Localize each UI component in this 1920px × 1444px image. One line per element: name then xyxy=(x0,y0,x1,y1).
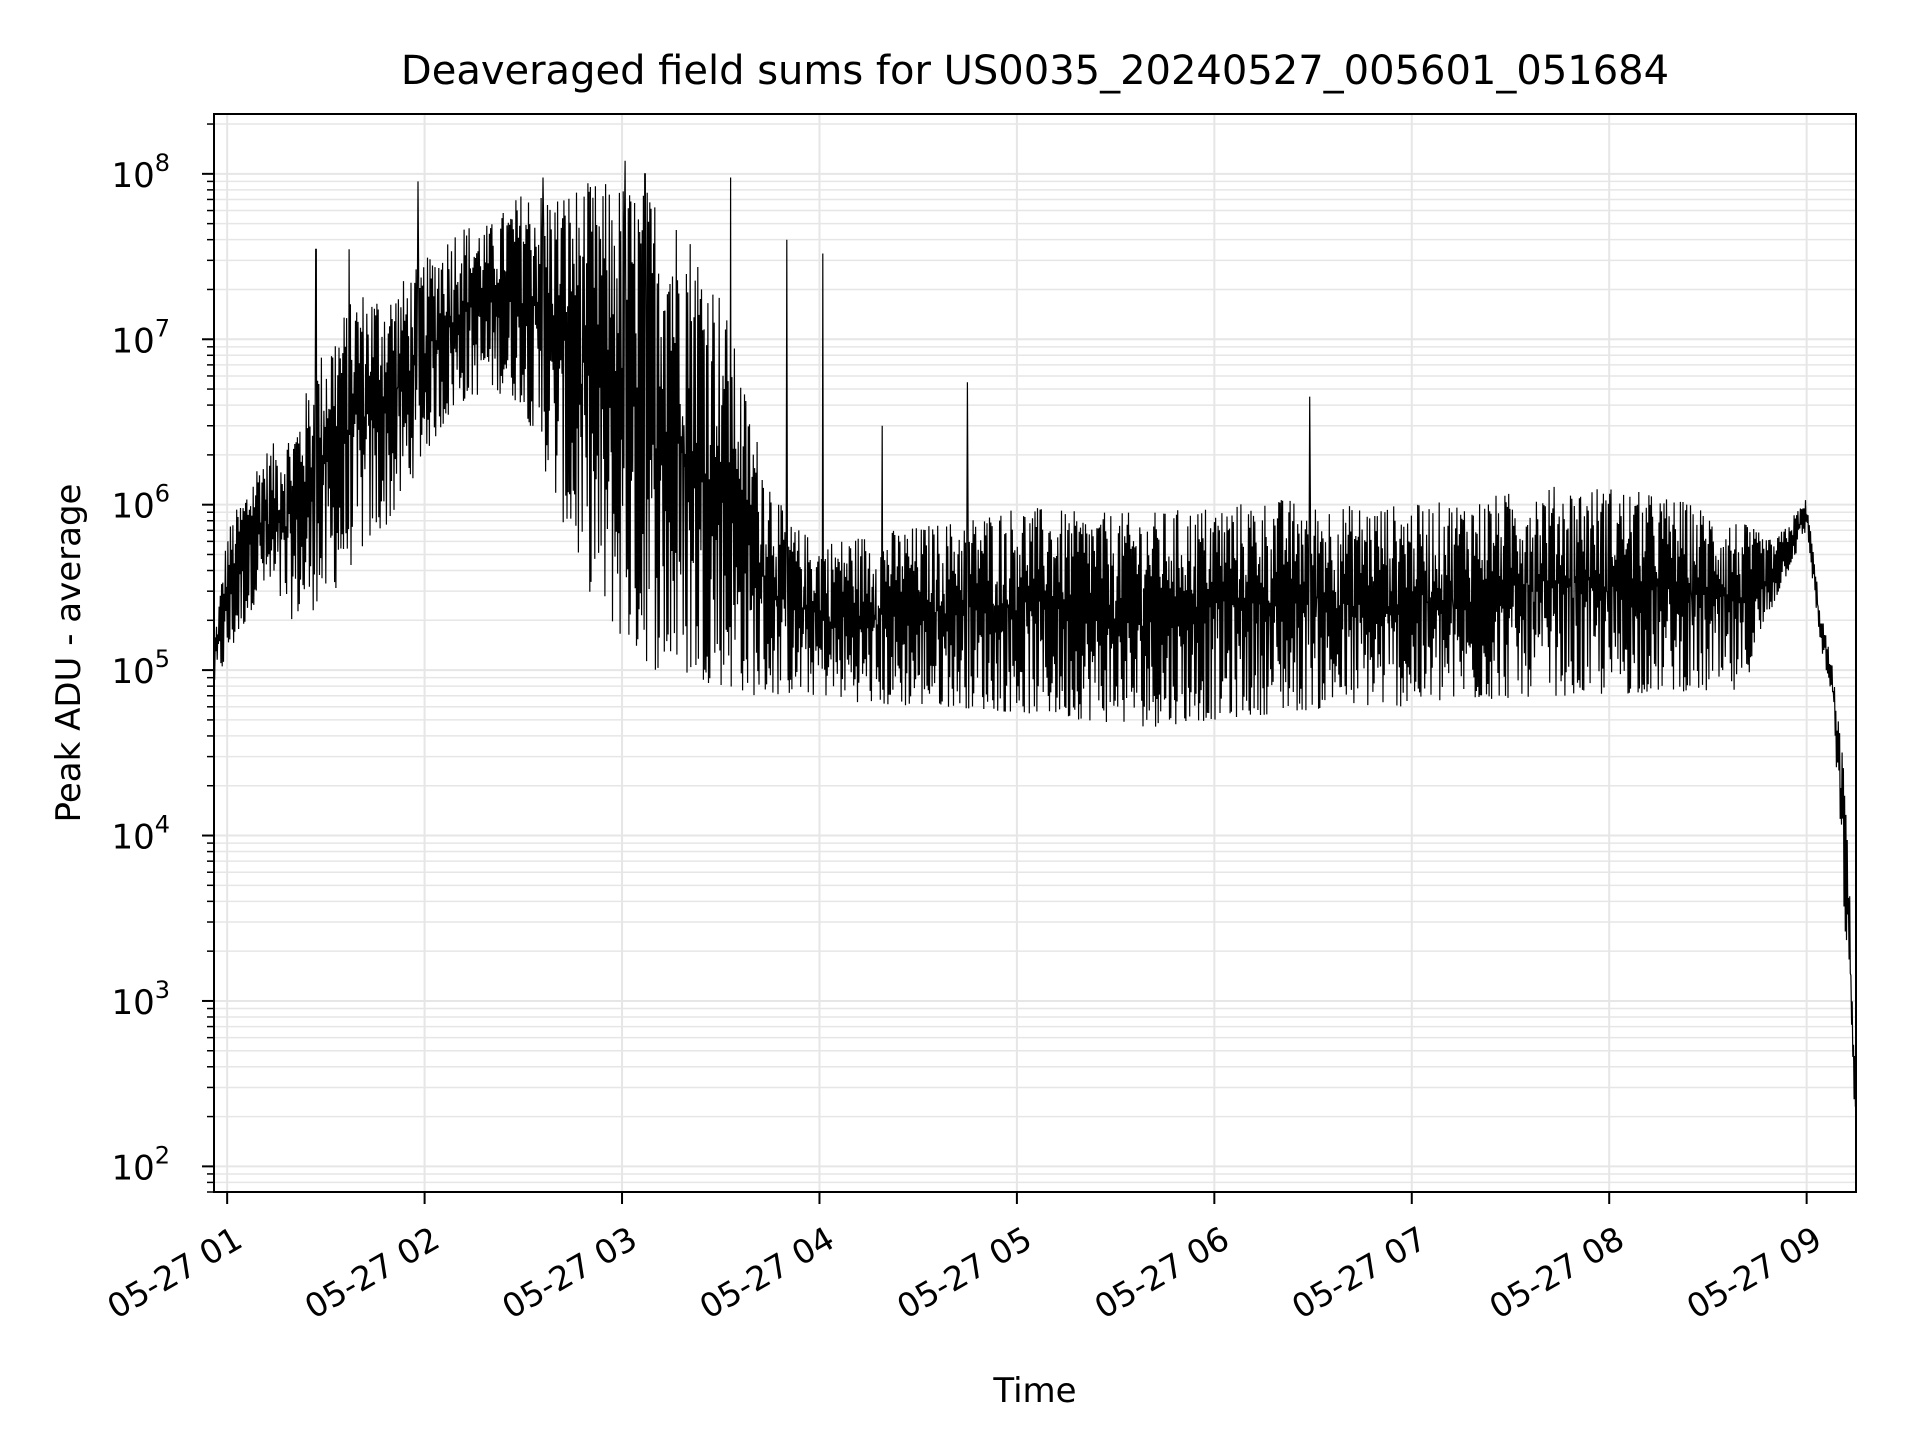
y-axis: 102 103 104 105 106 107 108 xyxy=(111,123,214,1193)
y-tick-label: 106 xyxy=(111,480,170,527)
series-line xyxy=(214,160,1856,1107)
y-tick-label: 103 xyxy=(111,976,170,1023)
y-tick-label: 105 xyxy=(111,645,170,692)
y-axis-label: Peak ADU - average xyxy=(49,484,89,823)
y-tick-label: 102 xyxy=(111,1141,170,1188)
y-tick-label: 108 xyxy=(111,149,170,196)
chart-title: Deaveraged field sums for US0035_2024052… xyxy=(401,48,1669,94)
y-tick-label: 104 xyxy=(111,811,170,858)
x-axis-label: Time xyxy=(992,1371,1076,1411)
plot-area xyxy=(214,160,1856,1107)
y-tick-label: 107 xyxy=(111,314,170,361)
plot-frame xyxy=(213,113,1857,1193)
